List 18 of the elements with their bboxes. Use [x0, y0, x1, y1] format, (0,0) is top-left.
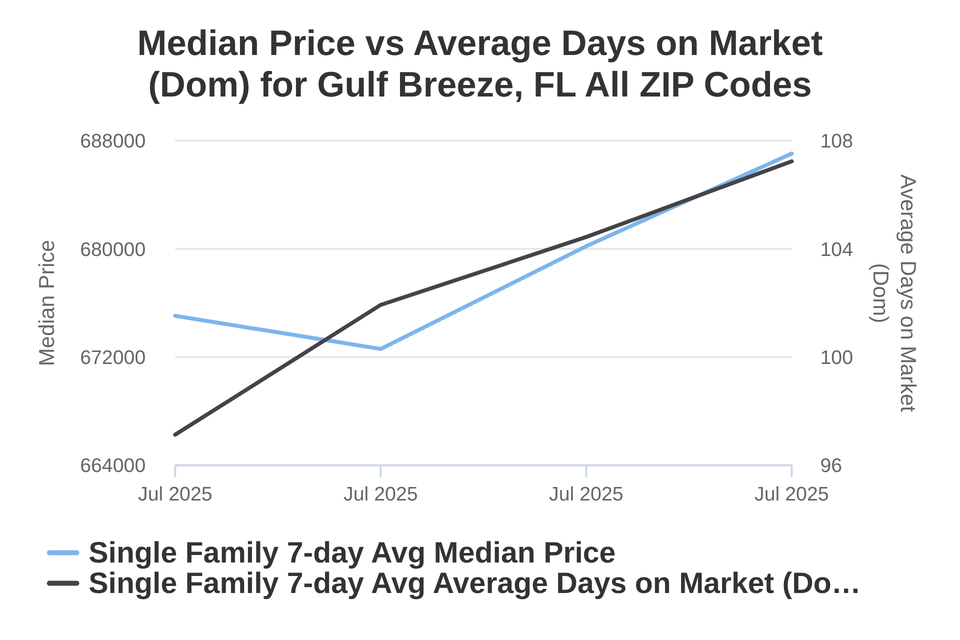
y2-tick-label: 108 — [820, 130, 854, 153]
chart-title: Median Price vs Average Days on Market (Dom) for Gulf Breeze, FL All ZIP Codes — [137, 24, 823, 104]
y2-tick-label: 96 — [820, 455, 842, 478]
x-tick-label: Jul 2025 — [138, 484, 212, 506]
y-tick-label: 672000 — [80, 346, 146, 369]
y2-tick-label: 104 — [820, 238, 854, 261]
y2-axis-title: Average Days on Market (Dom) — [868, 174, 921, 412]
y2-tick-label: 100 — [820, 346, 854, 369]
x-tick-label: Jul 2025 — [344, 484, 418, 506]
line-series — [173, 159, 794, 437]
line-series — [173, 152, 794, 351]
legend-label: Single Family 7-day Avg Median Price — [88, 536, 616, 570]
x-tick-label: Jul 2025 — [754, 484, 829, 506]
x-tick-label: Jul 2025 — [549, 484, 624, 506]
y-tick-label: 664000 — [80, 455, 146, 478]
y-tick-label: 688000 — [80, 130, 146, 153]
y-axis-title: Median Price — [34, 240, 60, 366]
y-tick-label: 680000 — [80, 238, 146, 261]
